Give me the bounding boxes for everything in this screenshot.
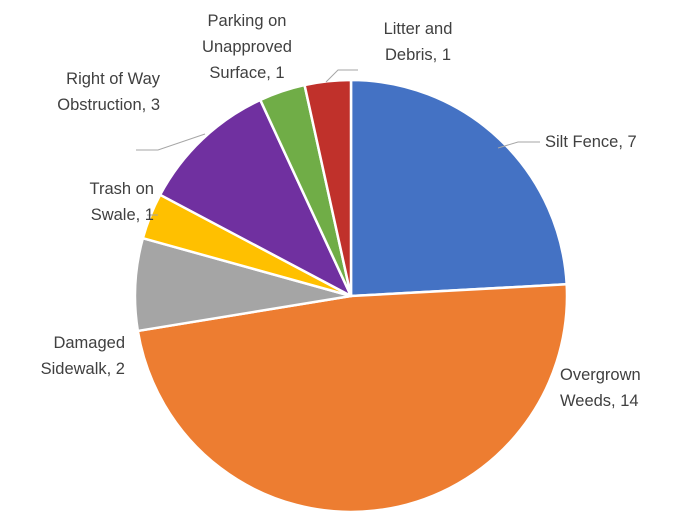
leader-lines — [136, 69, 540, 216]
data-label-line: Unapproved — [202, 38, 292, 56]
pie-slice-litter-and-debris — [303, 78, 353, 298]
data-label-right-of-way-obstruction: Right of Way Obstruction, 3 — [57, 70, 160, 114]
data-label-line: Silt Fence, 7 — [545, 133, 637, 151]
data-label-line: Damaged — [53, 334, 125, 352]
data-label-line: Swale, 1 — [91, 206, 154, 224]
data-label-line: Trash on — [89, 180, 154, 198]
data-label-line: Overgrown — [560, 366, 641, 384]
pie-slice-silt-fence — [349, 78, 568, 298]
pie-slices — [133, 78, 569, 511]
data-label-line: Debris, 1 — [385, 46, 451, 64]
data-labels: Silt Fence, 7 Overgrown Weeds, 14 Damaged Si… — [41, 12, 641, 410]
data-label-line: Obstruction, 3 — [57, 96, 160, 114]
data-label-line: Weeds, 14 — [560, 392, 639, 410]
data-label-line: Litter and — [384, 20, 453, 38]
data-label-damaged-sidewalk: Damaged Sidewalk, 2 — [41, 334, 125, 378]
data-label-parking-on-unapproved-surface: Parking on Unapproved Surface, 1 — [202, 12, 292, 82]
leader-line — [497, 141, 540, 149]
data-label-line: Right of Way — [66, 70, 161, 88]
data-label-litter-and-debris: Litter and Debris, 1 — [384, 20, 453, 64]
leader-line — [325, 69, 358, 83]
data-label-trash-on-swale: Trash on Swale, 1 — [89, 180, 154, 224]
leader-line — [136, 133, 206, 151]
data-label-silt-fence: Silt Fence, 7 — [545, 133, 637, 151]
data-label-line: Surface, 1 — [209, 64, 284, 82]
pie-slice-right-of-way-obstruction — [158, 98, 353, 298]
data-label-overgrown-weeds: Overgrown Weeds, 14 — [560, 366, 641, 410]
data-label-line: Parking on — [208, 12, 287, 30]
data-label-line: Sidewalk, 2 — [41, 360, 125, 378]
